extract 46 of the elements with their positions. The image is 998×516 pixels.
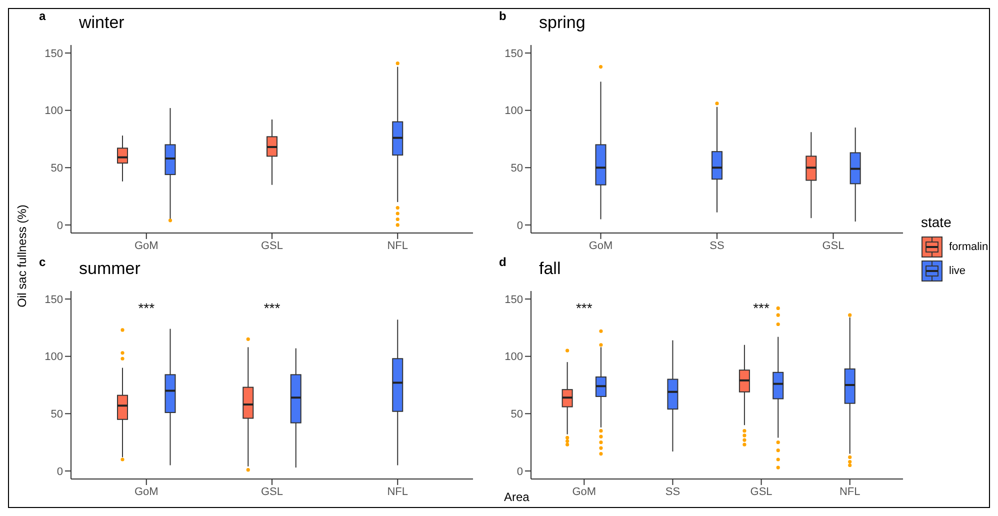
- chart-title: spring: [539, 13, 586, 33]
- y-tick-label: 0: [516, 466, 523, 478]
- x-tick-label: GoM: [588, 240, 613, 252]
- x-tick-label: GoM: [572, 486, 596, 498]
- x-tick-label: NFL: [387, 240, 408, 252]
- x-tick-label: NFL: [839, 486, 860, 498]
- annotation: ***: [138, 300, 156, 316]
- x-tick-label: SS: [665, 486, 680, 498]
- chart-title: summer: [79, 259, 140, 279]
- text: a: [38, 9, 47, 23]
- annotation: ***: [264, 300, 281, 316]
- x-tick-label: NFL: [387, 486, 408, 498]
- y-tick-label: 100: [504, 105, 523, 118]
- chart-title: fall: [539, 259, 561, 279]
- y-tick-label: 50: [50, 408, 63, 421]
- y-tick-label: 100: [504, 351, 523, 364]
- y-tick-label: 50: [510, 408, 523, 421]
- y-tick-label: 0: [56, 466, 63, 478]
- y-tick-label: 150: [504, 48, 523, 60]
- y-tick-label: 150: [504, 294, 523, 306]
- y-tick-label: 0: [56, 220, 63, 232]
- y-tick-label: 100: [44, 351, 63, 364]
- x-tick-label: GoM: [134, 486, 158, 498]
- text: b: [498, 9, 508, 23]
- y-tick-label: 50: [50, 162, 63, 175]
- text: d: [498, 255, 508, 269]
- x-tick-label: SS: [710, 240, 724, 252]
- x-tick-label: GSL: [750, 486, 772, 498]
- legend-label: live: [949, 265, 966, 277]
- chart-title: winter: [79, 13, 124, 33]
- text: c: [38, 255, 47, 269]
- annotation: ***: [753, 300, 770, 316]
- x-tick-label: GSL: [260, 486, 284, 498]
- y-tick-label: 100: [44, 105, 63, 118]
- x-tick-label: GSL: [260, 240, 284, 252]
- y-axis-title: Oil sac fullness (%): [15, 204, 29, 310]
- y-tick-label: 50: [510, 162, 523, 175]
- y-tick-label: 150: [44, 48, 63, 60]
- y-tick-label: 0: [516, 220, 523, 232]
- x-tick-label: GoM: [134, 240, 158, 252]
- legend-title: state: [921, 214, 952, 230]
- y-tick-label: 150: [44, 294, 63, 306]
- legend-label: formalin: [949, 241, 988, 253]
- annotation: ***: [576, 300, 593, 316]
- x-tick-label: GSL: [822, 240, 844, 252]
- x-axis-title: Area: [504, 490, 530, 504]
